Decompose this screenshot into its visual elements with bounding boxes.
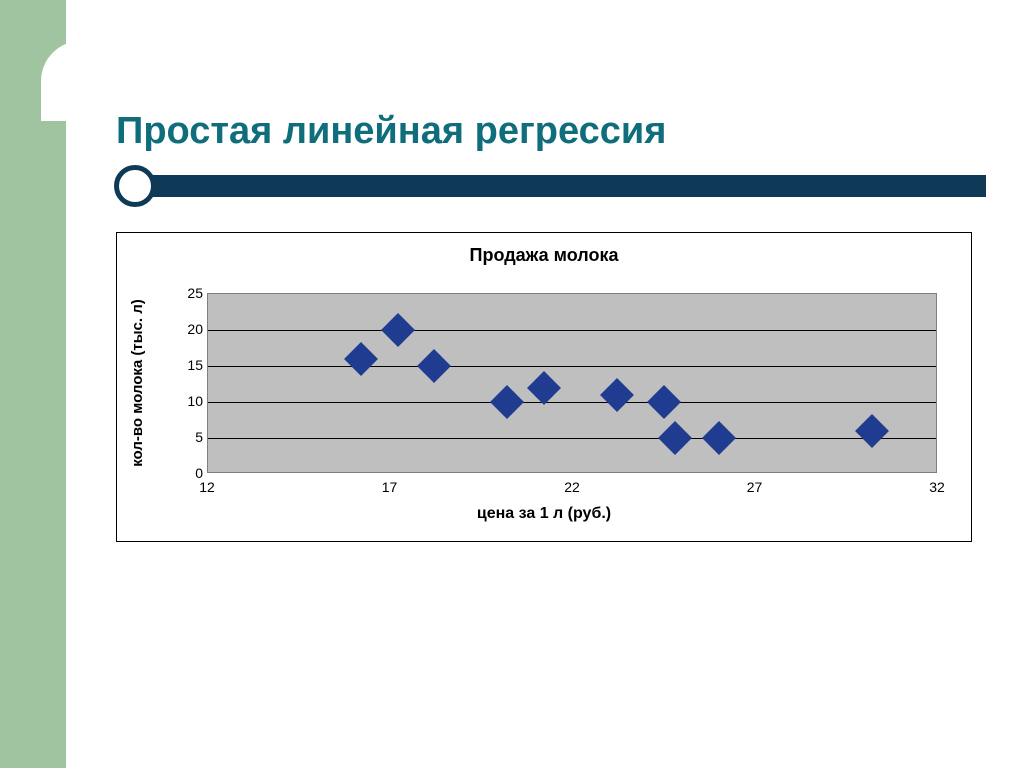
x-tick-label: 12 [199, 479, 215, 495]
x-tick-label: 17 [382, 479, 398, 495]
slide-body: Простая линейная регрессия Продажа молок… [66, 0, 1024, 768]
y-tick-label: 20 [179, 321, 203, 337]
x-axis-label: цена за 1 л (руб.) [117, 505, 971, 523]
y-tick-label: 5 [179, 429, 203, 445]
gridline-y [208, 438, 936, 439]
gridline-y [208, 402, 936, 403]
y-tick-label: 10 [179, 393, 203, 409]
data-point [490, 385, 524, 419]
data-point [344, 342, 378, 376]
data-point [600, 378, 634, 412]
x-tick-label: 32 [929, 479, 945, 495]
y-axis-label: кол-во молока (тыс. л) [129, 293, 151, 473]
data-point [527, 371, 561, 405]
data-point [381, 313, 415, 347]
data-point [647, 385, 681, 419]
x-tick-label: 27 [747, 479, 763, 495]
y-tick-label: 15 [179, 357, 203, 373]
data-point [702, 421, 736, 455]
chart-container: Продажа молока кол-во молока (тыс. л) це… [116, 232, 972, 542]
data-point [658, 421, 692, 455]
rule-bar [136, 175, 986, 197]
slide-title: Простая линейная регрессия [116, 110, 666, 153]
rule-cap [114, 165, 156, 207]
plot-area [207, 293, 937, 473]
title-rule [96, 175, 986, 197]
gridline-y [208, 330, 936, 331]
data-point [855, 414, 889, 448]
x-tick-label: 22 [564, 479, 580, 495]
data-point [417, 349, 451, 383]
gridline-y [208, 366, 936, 367]
chart-title: Продажа молока [117, 245, 971, 266]
y-tick-label: 25 [179, 285, 203, 301]
